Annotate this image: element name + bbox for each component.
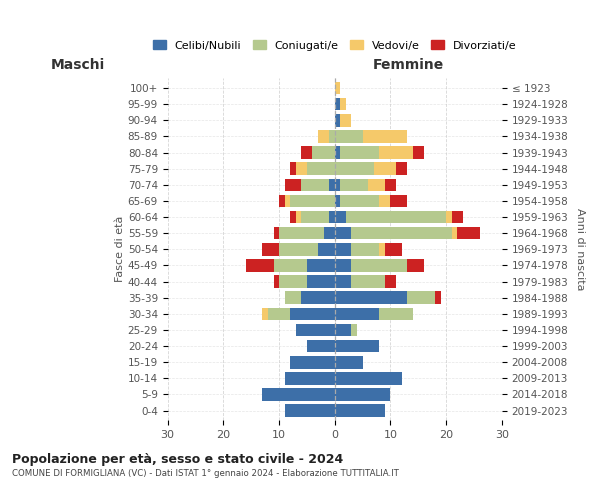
Bar xyxy=(290,194,335,207)
Bar xyxy=(296,211,301,224)
Bar xyxy=(296,162,307,175)
Bar xyxy=(313,146,335,159)
Bar xyxy=(335,98,340,110)
Bar xyxy=(284,292,301,304)
Bar xyxy=(279,276,307,288)
Bar xyxy=(340,98,346,110)
Bar xyxy=(335,146,340,159)
Bar xyxy=(352,227,452,239)
Bar xyxy=(279,227,323,239)
Bar xyxy=(335,324,352,336)
Bar xyxy=(374,162,396,175)
Legend: Celibi/Nubili, Coniugati/e, Vedovi/e, Divorziati/e: Celibi/Nubili, Coniugati/e, Vedovi/e, Di… xyxy=(148,36,521,55)
Bar xyxy=(435,292,440,304)
Bar xyxy=(340,114,352,126)
Bar xyxy=(335,114,340,126)
Bar xyxy=(346,211,446,224)
Bar xyxy=(262,388,335,401)
Bar xyxy=(279,243,318,256)
Bar xyxy=(307,340,335,352)
Bar xyxy=(379,194,391,207)
Bar xyxy=(335,82,340,94)
Bar xyxy=(335,292,407,304)
Bar xyxy=(407,292,435,304)
Bar xyxy=(307,276,335,288)
Bar xyxy=(385,178,396,191)
Bar xyxy=(413,146,424,159)
Bar xyxy=(335,276,352,288)
Bar xyxy=(352,259,407,272)
Bar xyxy=(329,178,335,191)
Bar xyxy=(340,178,368,191)
Bar xyxy=(352,324,357,336)
Bar xyxy=(301,292,335,304)
Bar xyxy=(284,404,335,417)
Bar xyxy=(335,388,391,401)
Bar xyxy=(396,162,407,175)
Bar xyxy=(452,211,463,224)
Bar xyxy=(335,243,352,256)
Y-axis label: Fasce di età: Fasce di età xyxy=(115,216,125,282)
Bar xyxy=(329,130,335,142)
Bar xyxy=(323,227,335,239)
Bar xyxy=(268,308,290,320)
Bar xyxy=(335,194,340,207)
Bar xyxy=(362,130,407,142)
Bar xyxy=(296,324,335,336)
Text: Femmine: Femmine xyxy=(373,58,444,71)
Bar xyxy=(407,259,424,272)
Bar xyxy=(385,276,396,288)
Bar xyxy=(329,211,335,224)
Bar xyxy=(301,146,313,159)
Bar xyxy=(335,372,401,384)
Bar xyxy=(307,162,335,175)
Bar xyxy=(274,276,279,288)
Bar xyxy=(290,211,296,224)
Bar xyxy=(274,259,307,272)
Bar xyxy=(379,243,385,256)
Bar xyxy=(352,243,379,256)
Bar xyxy=(279,194,284,207)
Bar xyxy=(335,178,340,191)
Bar xyxy=(301,211,329,224)
Bar xyxy=(307,259,335,272)
Bar xyxy=(262,308,268,320)
Y-axis label: Anni di nascita: Anni di nascita xyxy=(575,208,585,290)
Bar xyxy=(318,243,335,256)
Bar xyxy=(245,259,274,272)
Bar xyxy=(284,194,290,207)
Bar xyxy=(379,308,413,320)
Bar xyxy=(452,227,457,239)
Bar xyxy=(335,211,346,224)
Bar xyxy=(368,178,385,191)
Bar xyxy=(262,243,279,256)
Bar xyxy=(290,356,335,368)
Bar xyxy=(318,130,329,142)
Bar xyxy=(335,259,352,272)
Bar xyxy=(301,178,329,191)
Bar xyxy=(385,243,401,256)
Bar xyxy=(446,211,452,224)
Bar xyxy=(335,308,379,320)
Bar xyxy=(335,404,385,417)
Bar xyxy=(335,227,352,239)
Bar xyxy=(457,227,479,239)
Bar xyxy=(335,130,362,142)
Bar xyxy=(290,162,296,175)
Bar xyxy=(274,227,279,239)
Text: Popolazione per età, sesso e stato civile - 2024: Popolazione per età, sesso e stato civil… xyxy=(12,452,343,466)
Bar xyxy=(391,194,407,207)
Bar xyxy=(340,194,379,207)
Bar xyxy=(335,162,374,175)
Bar xyxy=(335,356,362,368)
Text: COMUNE DI FORMIGLIANA (VC) - Dati ISTAT 1° gennaio 2024 - Elaborazione TUTTITALI: COMUNE DI FORMIGLIANA (VC) - Dati ISTAT … xyxy=(12,469,399,478)
Text: Maschi: Maschi xyxy=(50,58,104,71)
Bar xyxy=(379,146,413,159)
Bar xyxy=(284,372,335,384)
Bar xyxy=(290,308,335,320)
Bar xyxy=(352,276,385,288)
Bar xyxy=(340,146,379,159)
Bar xyxy=(284,178,301,191)
Bar xyxy=(335,340,379,352)
